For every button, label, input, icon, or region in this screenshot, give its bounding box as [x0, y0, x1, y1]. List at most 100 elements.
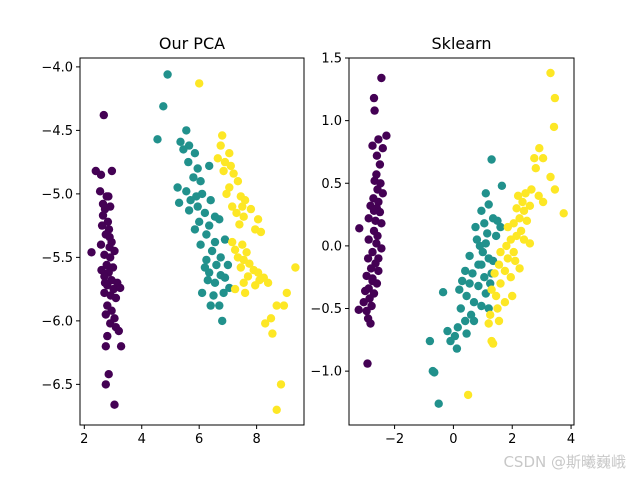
point-class-1 — [456, 304, 465, 313]
point-class-2 — [521, 189, 530, 198]
point-class-2 — [534, 191, 543, 200]
point-class-2 — [253, 215, 263, 224]
point-class-2 — [232, 208, 241, 218]
point-class-2 — [519, 206, 529, 215]
point-class-0 — [363, 254, 373, 263]
point-class-1 — [458, 276, 467, 286]
point-class-0 — [369, 206, 379, 215]
point-class-1 — [206, 196, 215, 205]
y-tick-label: −6.0 — [41, 314, 73, 329]
point-class-1 — [216, 253, 225, 262]
point-class-1 — [193, 202, 202, 211]
point-class-1 — [480, 273, 489, 282]
subplot-title: Sklearn — [432, 34, 492, 53]
point-class-2 — [508, 291, 517, 301]
point-class-2 — [550, 185, 560, 194]
point-class-1 — [159, 102, 168, 111]
point-class-1 — [210, 237, 220, 247]
point-class-2 — [538, 197, 548, 207]
point-class-0 — [378, 189, 387, 198]
point-class-2 — [463, 390, 473, 400]
point-class-2 — [486, 310, 495, 319]
point-class-0 — [116, 342, 126, 351]
point-class-1 — [215, 215, 224, 224]
point-class-1 — [453, 323, 462, 332]
point-class-0 — [377, 244, 386, 253]
point-class-0 — [110, 400, 119, 409]
point-class-2 — [525, 239, 535, 248]
point-class-2 — [559, 209, 568, 218]
point-class-1 — [219, 288, 228, 298]
point-class-2 — [228, 237, 237, 247]
watermark: CSDN @斯曦巍峨 — [503, 453, 626, 471]
point-class-0 — [109, 284, 118, 294]
point-class-2 — [225, 149, 234, 158]
point-class-1 — [484, 304, 493, 313]
x-tick-label: 2 — [508, 432, 516, 447]
point-class-1 — [206, 301, 215, 310]
point-class-1 — [484, 200, 493, 209]
point-class-0 — [101, 380, 111, 389]
point-class-1 — [469, 316, 479, 326]
point-class-0 — [102, 260, 111, 270]
point-class-2 — [268, 329, 277, 338]
point-class-1 — [200, 208, 210, 218]
point-class-2 — [261, 319, 270, 328]
point-class-0 — [375, 160, 385, 169]
point-class-0 — [373, 231, 382, 241]
point-class-0 — [369, 93, 379, 103]
point-class-0 — [368, 247, 377, 257]
point-class-2 — [500, 298, 510, 307]
y-tick-label: 0.5 — [321, 177, 342, 192]
point-class-1 — [174, 198, 184, 207]
point-class-0 — [361, 286, 370, 296]
axes-frame — [79, 57, 305, 426]
point-class-1 — [465, 251, 474, 261]
point-class-2 — [496, 279, 505, 288]
point-class-1 — [163, 70, 172, 79]
point-class-2 — [213, 154, 222, 163]
point-class-0 — [366, 319, 375, 328]
point-class-1 — [496, 222, 505, 232]
point-class-0 — [107, 166, 117, 176]
point-class-2 — [493, 304, 502, 313]
x-tick-label: −2 — [385, 432, 404, 447]
point-class-1 — [481, 189, 490, 198]
point-class-2 — [242, 248, 251, 257]
point-class-2 — [263, 278, 273, 287]
point-class-2 — [240, 196, 250, 205]
point-class-2 — [546, 172, 555, 182]
point-class-1 — [209, 291, 218, 300]
point-class-2 — [233, 177, 243, 186]
point-class-2 — [238, 240, 247, 249]
point-class-2 — [496, 247, 505, 257]
point-class-1 — [190, 149, 200, 158]
point-class-0 — [368, 141, 377, 150]
point-class-2 — [509, 247, 518, 257]
point-class-2 — [530, 154, 539, 163]
point-class-0 — [100, 272, 109, 281]
point-class-1 — [215, 301, 224, 310]
y-tick-label: −5.0 — [41, 187, 73, 202]
point-class-2 — [239, 278, 248, 287]
point-class-0 — [106, 253, 115, 262]
point-class-1 — [425, 336, 435, 346]
y-tick-label: 0.0 — [321, 239, 342, 254]
point-class-2 — [506, 235, 515, 244]
point-class-0 — [368, 274, 377, 283]
point-class-0 — [100, 278, 110, 287]
point-class-2 — [550, 93, 560, 103]
point-class-2 — [503, 222, 512, 232]
x-axis: 2 4 6 8 — [80, 425, 261, 447]
point-class-0 — [363, 359, 372, 368]
point-class-2 — [195, 79, 204, 88]
point-class-1 — [465, 279, 474, 288]
point-class-2 — [251, 281, 260, 290]
point-class-2 — [226, 161, 235, 171]
point-class-2 — [491, 291, 501, 301]
point-class-2 — [235, 220, 244, 229]
point-class-0 — [107, 306, 116, 315]
point-class-1 — [461, 266, 470, 276]
point-class-1 — [196, 177, 205, 186]
point-class-1 — [461, 316, 470, 326]
